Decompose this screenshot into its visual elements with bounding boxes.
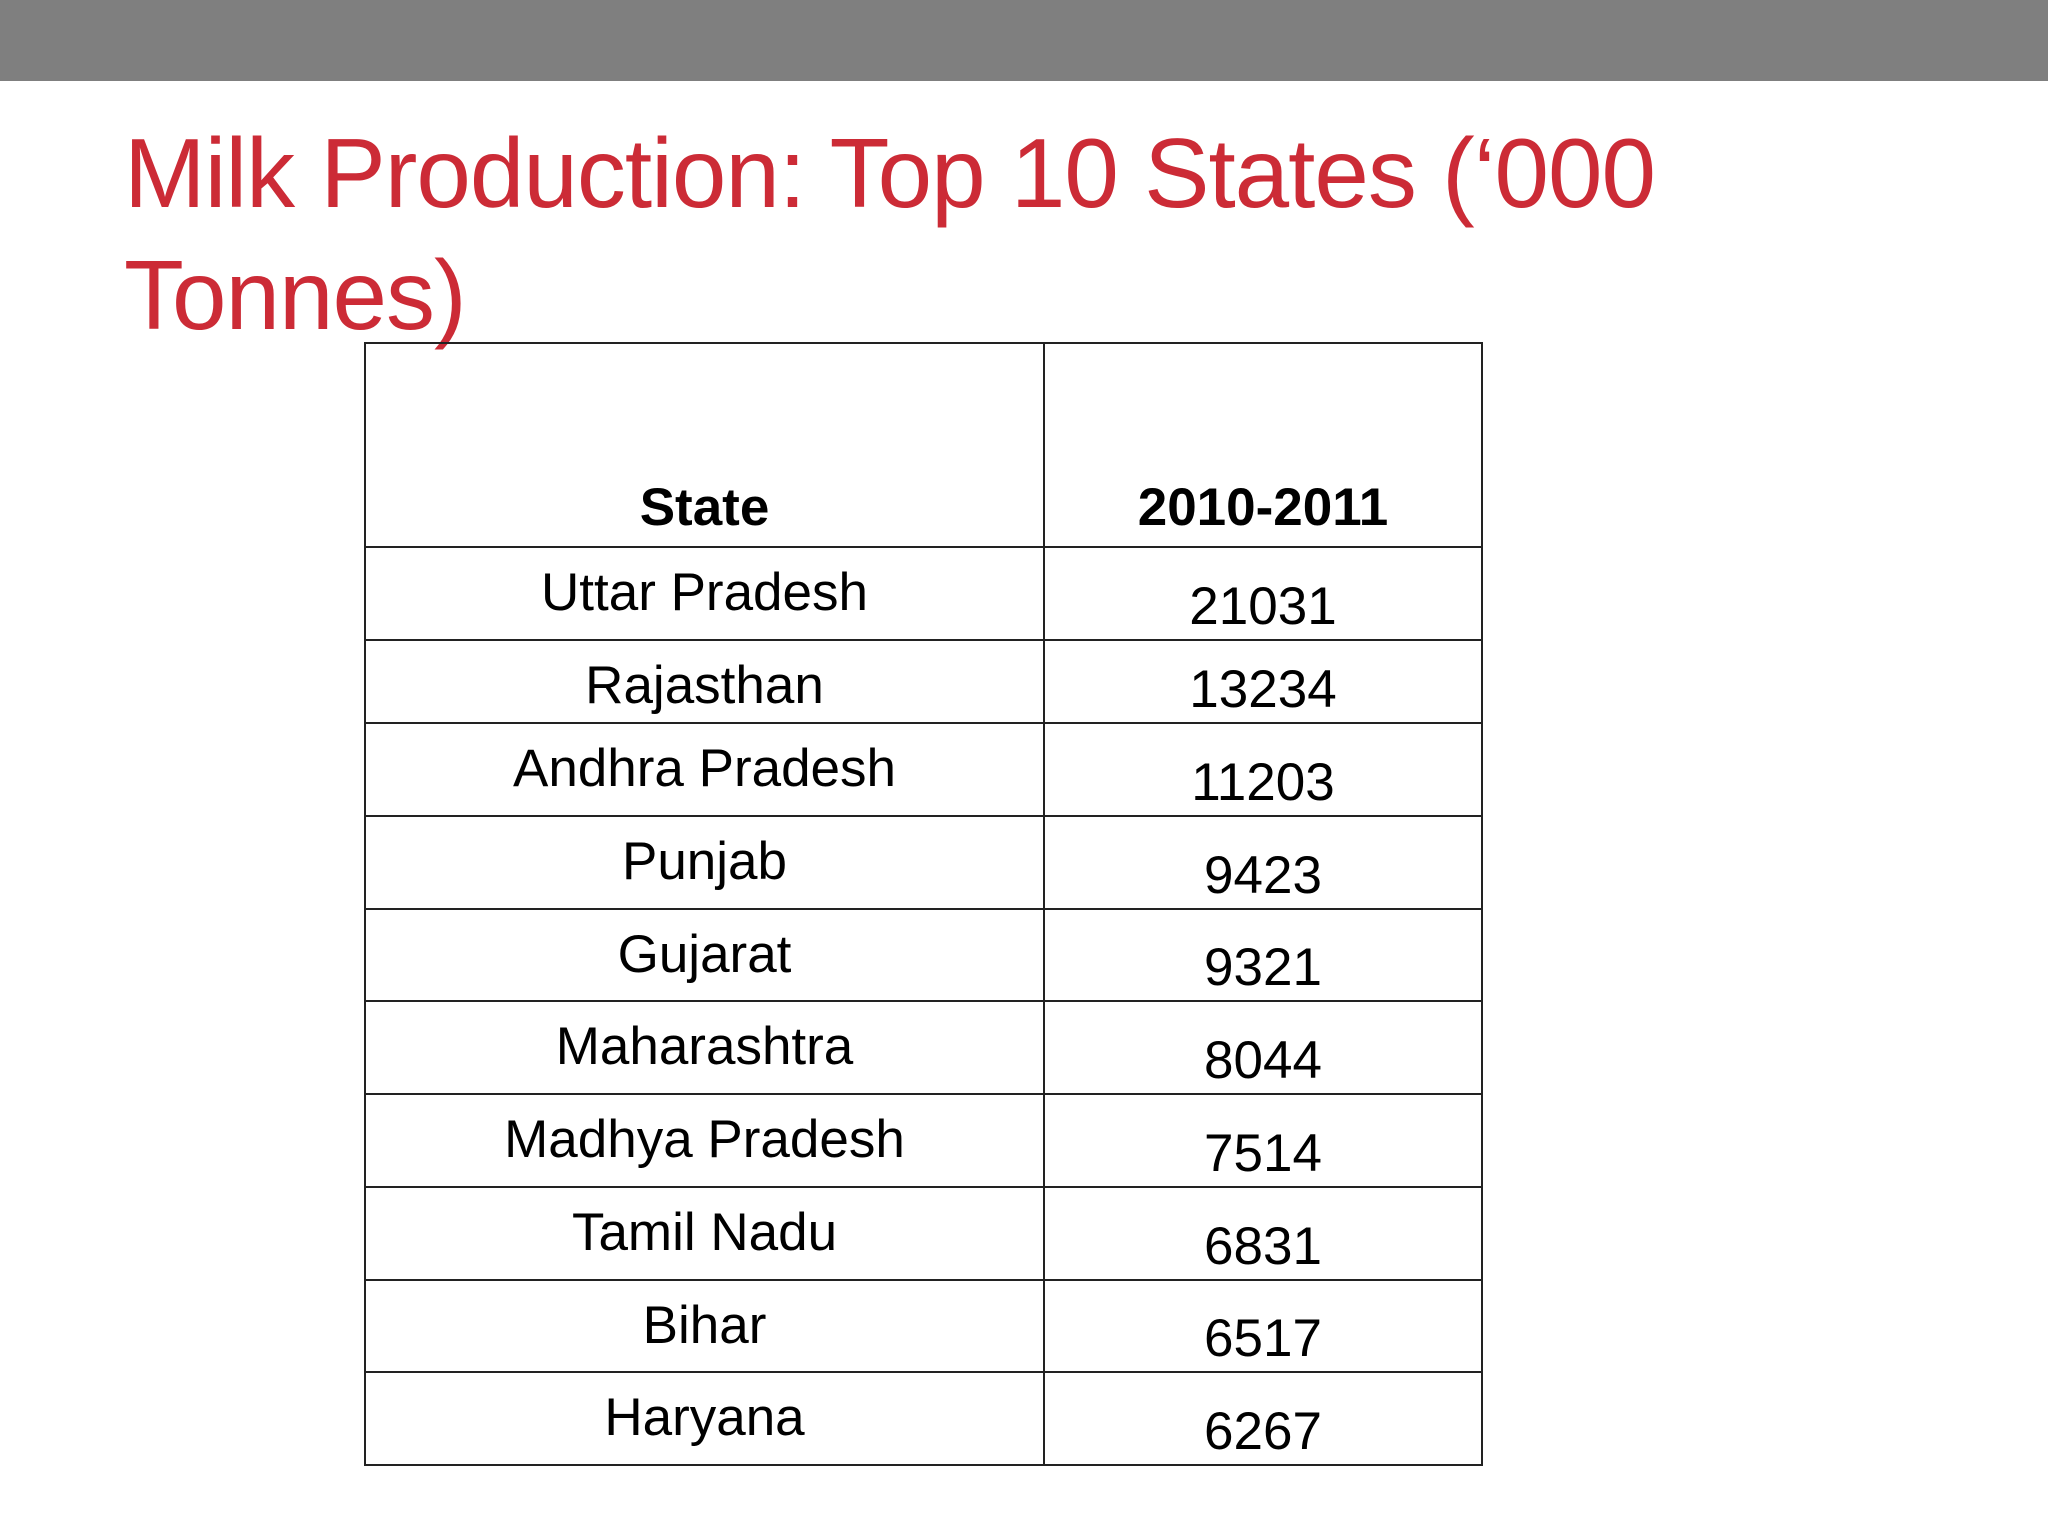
value-cell: 7514 <box>1043 1093 1483 1188</box>
state-cell: Andhra Pradesh <box>364 722 1045 817</box>
value-cell: 6517 <box>1043 1279 1483 1373</box>
state-cell: Gujarat <box>364 908 1045 1002</box>
state-cell: Uttar Pradesh <box>364 546 1045 641</box>
value-cell: 9423 <box>1043 815 1483 910</box>
table-row: Punjab 9423 <box>364 815 1483 910</box>
state-cell: Bihar <box>364 1279 1045 1373</box>
value-cell: 8044 <box>1043 1000 1483 1095</box>
value-cell: 13234 <box>1043 639 1483 724</box>
state-cell: Tamil Nadu <box>364 1186 1045 1281</box>
value-cell: 6831 <box>1043 1186 1483 1281</box>
state-cell: Haryana <box>364 1371 1045 1466</box>
value-cell: 21031 <box>1043 546 1483 641</box>
table-row: Rajasthan 13234 <box>364 639 1483 724</box>
state-cell: Maharashtra <box>364 1000 1045 1095</box>
table-row: Bihar 6517 <box>364 1279 1483 1373</box>
header-row: State 2010-2011 <box>364 342 1483 548</box>
slide-title: Milk Production: Top 10 States (‘000 Ton… <box>124 118 1656 350</box>
column-header: 2010-2011 <box>1043 342 1483 548</box>
top-bar <box>0 0 2048 81</box>
table-row: Maharashtra 8044 <box>364 1000 1483 1095</box>
table-row: Uttar Pradesh 21031 <box>364 546 1483 641</box>
value-cell: 6267 <box>1043 1371 1483 1466</box>
state-cell: Madhya Pradesh <box>364 1093 1045 1188</box>
state-cell: Rajasthan <box>364 639 1045 724</box>
table-row: Haryana 6267 <box>364 1371 1483 1466</box>
table-row: Andhra Pradesh 11203 <box>364 722 1483 817</box>
state-cell: Punjab <box>364 815 1045 910</box>
value-cell: 11203 <box>1043 722 1483 817</box>
value-cell: 9321 <box>1043 908 1483 1002</box>
table-row: Tamil Nadu 6831 <box>364 1186 1483 1281</box>
table-row: Madhya Pradesh 7514 <box>364 1093 1483 1188</box>
data-table: State 2010-2011 Uttar Pradesh 21031 Rajast… <box>364 342 1483 1466</box>
column-header: State <box>364 342 1045 548</box>
table-row: Gujarat 9321 <box>364 908 1483 1002</box>
